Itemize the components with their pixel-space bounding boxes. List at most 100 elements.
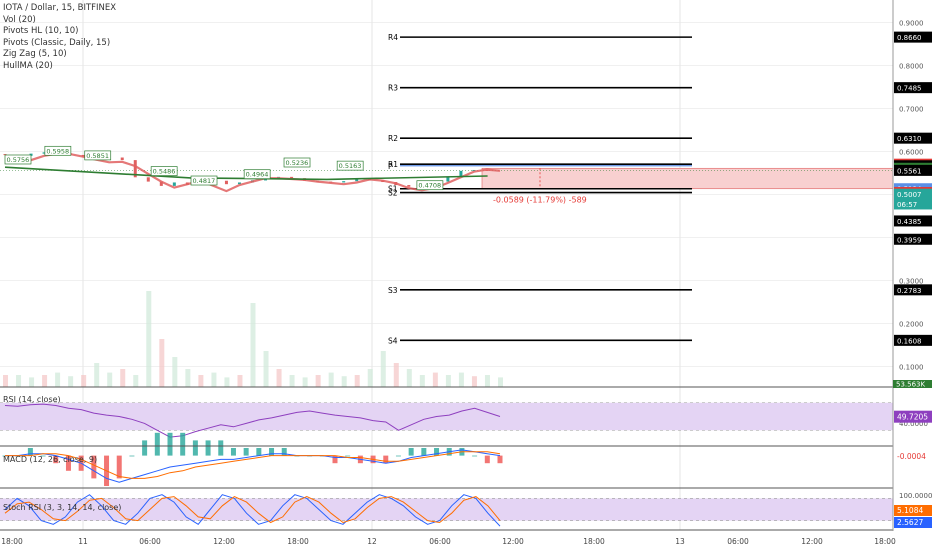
price-badge-bg	[894, 164, 932, 176]
macd-histogram-bar	[218, 440, 224, 456]
indicator-zigzag[interactable]: Zig Zag (5, 10)	[3, 49, 67, 60]
macd-histogram-bar	[27, 448, 33, 456]
pivot-label-r1: R1	[388, 160, 398, 169]
stoch-k-badge-bg	[894, 505, 932, 516]
pivot-hl-box	[243, 169, 271, 180]
x-axis-bg	[0, 531, 932, 550]
volume-bar	[172, 357, 178, 387]
y-tick-label: 0.6000	[899, 149, 924, 157]
x-tick-label: 06:00	[139, 537, 161, 546]
macd-histogram-bar	[345, 455, 351, 457]
volume-bar	[328, 372, 334, 387]
macd-title: MACD (12, 26, close, 9)	[3, 455, 97, 464]
macd-badge: -0.0004	[897, 452, 926, 461]
rsi-pane[interactable]: RSI (14, close)	[0, 395, 893, 438]
volume-bar	[289, 375, 295, 387]
macd-line	[5, 449, 501, 483]
volume-bar	[302, 377, 308, 387]
candle	[172, 182, 176, 186]
volume-bar	[393, 363, 399, 387]
stoch-band	[0, 498, 893, 521]
volume-bar	[471, 376, 477, 387]
price-badge: 0.5561	[897, 167, 922, 175]
price-badge-bg	[894, 284, 932, 296]
volume-label: 53.563K	[896, 381, 925, 389]
volume-bar	[380, 351, 386, 387]
macd-histogram-bar	[497, 455, 503, 464]
indicator-pivots-hl[interactable]: Pivots HL (10, 10)	[3, 26, 79, 37]
volume-bar	[354, 375, 360, 387]
x-tick-label: 06:00	[429, 537, 451, 546]
pivot-label-p: P	[388, 162, 393, 171]
volume-bar	[276, 369, 282, 387]
y-tick-label: 0.7000	[899, 106, 924, 114]
macd-histogram-bar	[243, 448, 249, 456]
x-tick-label: 18:00	[583, 537, 605, 546]
candle	[237, 182, 241, 185]
price-badge-bg	[894, 233, 932, 245]
volume-bar	[367, 369, 373, 387]
volume-bar	[55, 372, 61, 387]
x-tick-label: 18:00	[287, 537, 309, 546]
macd-histogram-bar	[142, 440, 148, 456]
volume-bar	[211, 372, 217, 387]
x-tick-label: 12:00	[213, 537, 235, 546]
pivot-label-s2: S2	[388, 189, 398, 198]
macd-histogram-bar	[484, 455, 490, 464]
pivot-hl-label: 0.5756	[7, 156, 30, 164]
volume-bar	[484, 375, 490, 387]
candle	[120, 157, 124, 161]
candle	[3, 154, 7, 156]
macd-histogram-bar	[192, 440, 198, 456]
macd-histogram-bar	[154, 432, 160, 456]
rsi-band	[0, 402, 893, 431]
pivot-hl-box	[4, 154, 32, 165]
volume-bar	[81, 375, 87, 387]
indicator-hullma[interactable]: HullMA (20)	[3, 60, 53, 71]
price-badge: 0.1608	[897, 337, 922, 345]
price-badge: 0.4385	[897, 218, 922, 226]
volume-bar	[406, 369, 412, 387]
macd-histogram-bar	[53, 455, 59, 464]
stoch-rsi-pane[interactable]: Stoch RSI (3, 3, 14, 14, close)	[0, 494, 893, 527]
x-tick-label: 12:00	[502, 537, 524, 546]
stoch-k-badge: 5.1084	[897, 506, 923, 515]
x-tick-label: 18:00	[1, 537, 23, 546]
volume-bar	[445, 375, 451, 387]
candle	[224, 180, 228, 185]
indicator-vol[interactable]: Vol (20)	[3, 14, 36, 25]
pivot-hl-box	[150, 166, 178, 176]
price-badge-bg	[894, 198, 932, 210]
indicator-pivots-classic[interactable]: Pivots (Classic, Daily, 15)	[3, 37, 111, 48]
price-badge-bg	[894, 334, 932, 346]
macd-histogram-bar	[408, 448, 414, 456]
candle	[355, 179, 359, 182]
price-badge-bg	[894, 31, 932, 43]
macd-histogram-bar	[256, 448, 262, 456]
x-tick-label: 06:00	[727, 537, 749, 546]
price-badge: 0.6310	[897, 135, 922, 143]
x-tick-label: 18:00	[874, 537, 896, 546]
macd-histogram-bar	[472, 455, 478, 457]
price-badge-bg	[894, 132, 932, 144]
macd-histogram-bar	[230, 448, 236, 456]
pivot-hl-label: 0.5851	[86, 152, 109, 160]
candle	[290, 176, 294, 179]
stoch-d-badge-bg	[894, 517, 932, 528]
stoch-top-tick: 100.0000	[899, 492, 932, 500]
volume-bar	[419, 375, 425, 387]
y-tick-label: 0.3000	[899, 278, 924, 286]
pivot-label-r3: R3	[388, 84, 398, 93]
candle	[342, 181, 346, 183]
macd-histogram-bar	[65, 455, 71, 471]
volume-bar	[315, 375, 321, 387]
measure-label: -0.0589 (-11.79%) -589	[493, 196, 587, 205]
measure-box	[481, 167, 894, 190]
pivot-hl-label: 0.5236	[286, 159, 309, 167]
pivot-hl-box	[84, 150, 112, 161]
macd-pane[interactable]: MACD (12, 26, close, 9)	[2, 432, 503, 486]
pivot-hl-box	[283, 157, 311, 168]
